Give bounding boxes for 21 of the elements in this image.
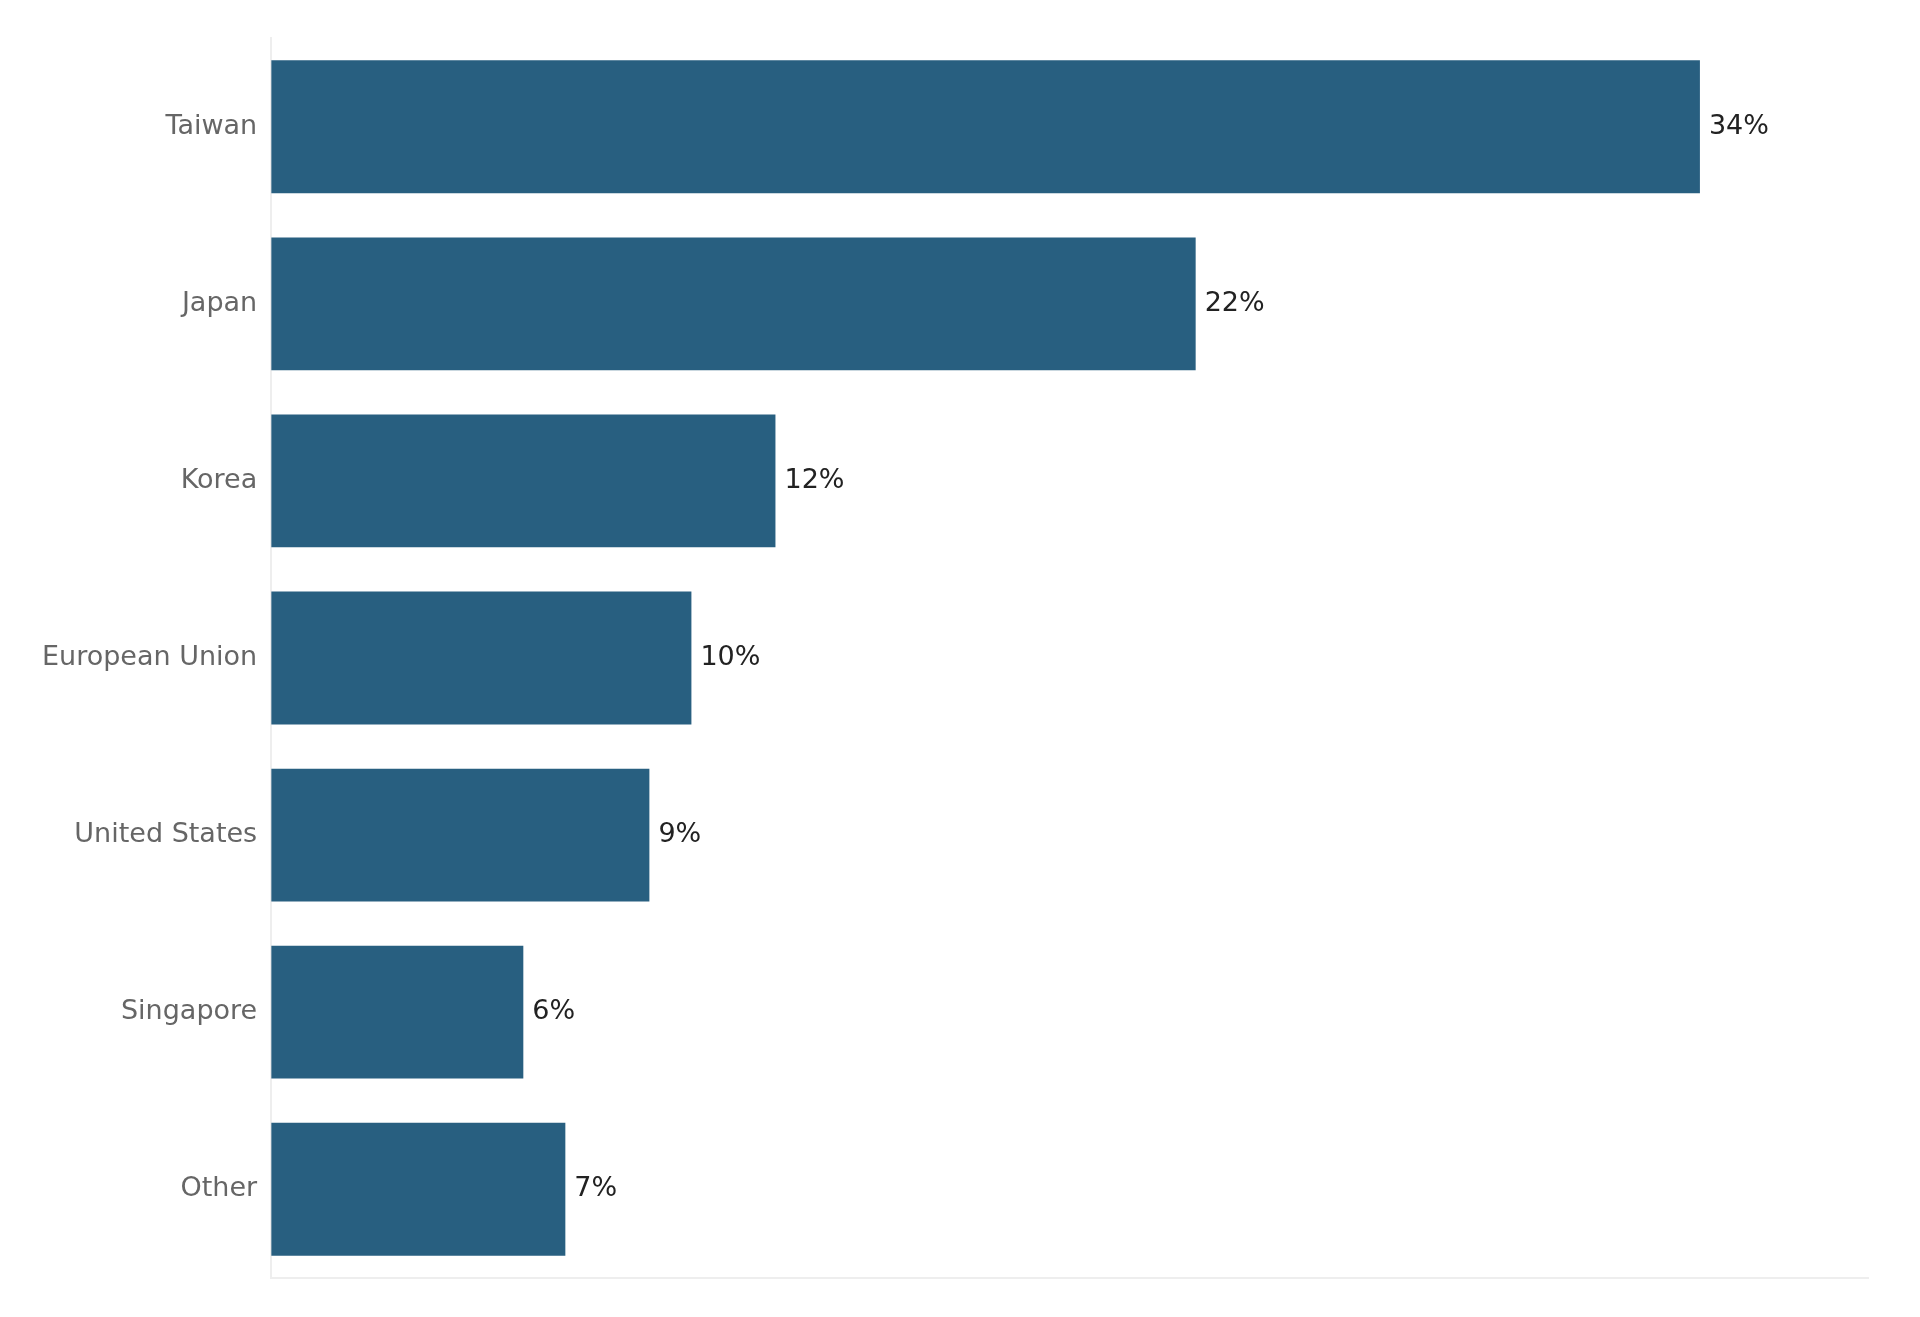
bar xyxy=(271,414,776,548)
y-tick-label: European Union xyxy=(41,640,258,672)
y-tick-label: Korea xyxy=(180,462,258,494)
bar xyxy=(271,1122,566,1256)
data-label: 34% xyxy=(1708,108,1769,140)
bar xyxy=(271,945,524,1079)
bar xyxy=(271,768,650,902)
data-label: 12% xyxy=(784,462,845,494)
bar xyxy=(271,591,692,725)
data-label: 22% xyxy=(1204,285,1265,317)
data-label: 6% xyxy=(532,994,576,1026)
y-tick-label: Taiwan xyxy=(164,108,258,140)
data-label: 9% xyxy=(658,817,702,849)
y-tick-label: Japan xyxy=(179,285,258,317)
y-tick-label: Singapore xyxy=(120,994,258,1026)
data-label: 7% xyxy=(574,1171,618,1203)
data-label: 10% xyxy=(700,640,761,672)
bar xyxy=(271,237,1196,371)
bar xyxy=(271,60,1700,194)
y-tick-label: United States xyxy=(74,817,258,849)
y-tick-label: Other xyxy=(180,1171,259,1203)
